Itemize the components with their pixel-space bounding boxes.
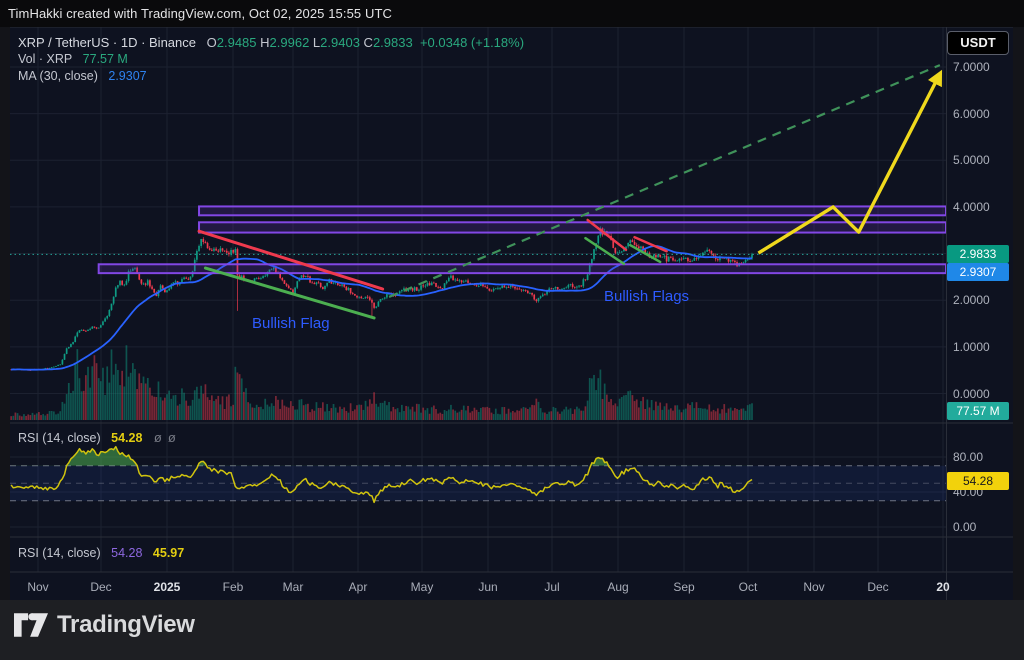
- volume-legend-row[interactable]: Vol · XRP 77.57 M: [18, 52, 128, 66]
- grid: [10, 27, 946, 572]
- trendline-aug-flag-bottom[interactable]: [629, 243, 662, 264]
- trendline-aug-flag-top[interactable]: [633, 235, 668, 253]
- trendline-jan-apr-flag-top[interactable]: [197, 229, 385, 291]
- trendline-jul-flag-top[interactable]: [586, 218, 628, 252]
- time-tick: Nov: [803, 580, 825, 594]
- tradingview-logo[interactable]: TradingView: [14, 611, 195, 639]
- tradingview-logo-icon: [14, 613, 48, 637]
- time-tick: Dec: [90, 580, 112, 594]
- ma-legend-row[interactable]: MA (30, close) 2.9307: [18, 69, 147, 83]
- ohlc-item: L2.9403: [312, 35, 360, 50]
- rsi-value: 54.28: [111, 431, 143, 445]
- time-tick: 20: [936, 580, 950, 594]
- price-tick: 5.0000: [953, 153, 990, 168]
- footer: TradingView: [0, 600, 1024, 660]
- chart-widget: [10, 27, 1013, 600]
- time-tick: Aug: [607, 580, 629, 594]
- rsi-line[interactable]: [10, 445, 753, 504]
- dashed-trendline[interactable]: [388, 64, 941, 298]
- time-tick: 2025: [153, 580, 181, 594]
- supply-zone[interactable]: [198, 221, 947, 234]
- rsi-overbought-fill: [11, 446, 752, 466]
- ohlc-item: H2.9962: [260, 35, 310, 50]
- time-tick: Dec: [867, 580, 889, 594]
- trendlines[interactable]: [197, 218, 668, 320]
- trendline-jul-flag-bottom[interactable]: [584, 236, 626, 266]
- rsi-tick: 80.00: [953, 450, 984, 464]
- ma-price-badge: 2.9307: [947, 263, 1009, 281]
- ma-value: 2.9307: [108, 69, 147, 83]
- rsi-legend-row[interactable]: RSI (14, close) 54.28 øø: [18, 430, 182, 445]
- price-tick: 0.0000: [953, 386, 990, 401]
- trendline-jan-apr-flag-bottom[interactable]: [203, 266, 376, 320]
- ohlc-item: O2.9485: [206, 35, 257, 50]
- symbol-title[interactable]: XRP / TetherUS · 1D · Binance: [18, 35, 196, 50]
- time-tick: Apr: [348, 580, 368, 594]
- rsi-label[interactable]: RSI (14, close): [18, 431, 101, 445]
- time-tick: Feb: [222, 580, 244, 594]
- price-tick: 2.0000: [953, 293, 990, 308]
- rsi-value-badge: 54.28: [947, 472, 1009, 490]
- bullish-flags-annotation[interactable]: Bullish Flags: [604, 288, 690, 305]
- ohlc-item: C2.9833: [363, 35, 413, 50]
- supply-zone[interactable]: [97, 263, 948, 275]
- bullish-flag-annotation[interactable]: Bullish Flag: [252, 315, 330, 332]
- price-tick: 7.0000: [953, 59, 990, 74]
- volume-label[interactable]: Vol · XRP: [18, 52, 73, 66]
- volume-value: 77.57 M: [82, 52, 128, 66]
- symbol-legend-row[interactable]: XRP / TetherUS · 1D · Binance O2.9485 H2…: [18, 35, 524, 50]
- ohlc-values: O2.9485 H2.9962 L2.9403 C2.9833: [207, 35, 417, 50]
- rsi-tick: 0.00: [953, 520, 977, 534]
- currency-toggle-button[interactable]: USDT: [947, 31, 1009, 55]
- price-chart[interactable]: [10, 27, 1013, 600]
- rsi-smoothing-icon[interactable]: ø: [167, 430, 182, 445]
- volume-series: [10, 345, 753, 420]
- time-tick: Sep: [673, 580, 695, 594]
- last-price-badge: 2.9833: [947, 245, 1009, 263]
- time-tick: May: [410, 580, 434, 594]
- price-tick: 4.0000: [953, 199, 990, 214]
- time-tick: Jul: [544, 580, 560, 594]
- ma-label[interactable]: MA (30, close): [18, 69, 98, 83]
- time-tick: Oct: [738, 580, 758, 594]
- rsi2-label[interactable]: RSI (14, close): [18, 546, 101, 560]
- attribution-text: TimHakki created with TradingView.com, O…: [8, 6, 392, 21]
- price-tick: 1.0000: [953, 339, 990, 354]
- price-projection-arrow[interactable]: [757, 69, 943, 255]
- ma-line[interactable]: [10, 245, 753, 371]
- rsi2-legend-row[interactable]: RSI (14, close) 54.28 45.97: [18, 546, 184, 560]
- rsi-pane: [10, 445, 946, 504]
- time-tick: Mar: [282, 580, 304, 594]
- time-tick: Nov: [27, 580, 49, 594]
- tradingview-logo-text: TradingView: [57, 611, 195, 638]
- rsi-source-icon[interactable]: ø: [153, 430, 168, 445]
- time-tick: Jun: [478, 580, 498, 594]
- rsi2-value-1: 54.28: [111, 546, 143, 560]
- volume-badge: 77.57 M: [947, 402, 1009, 420]
- pane-separators[interactable]: [10, 27, 1013, 600]
- price-tick: 6.0000: [953, 106, 990, 121]
- change-value: +0.0348 (+1.18%): [419, 35, 525, 50]
- attribution-bar: TimHakki created with TradingView.com, O…: [0, 0, 1024, 27]
- rsi2-value-2: 45.97: [152, 546, 185, 560]
